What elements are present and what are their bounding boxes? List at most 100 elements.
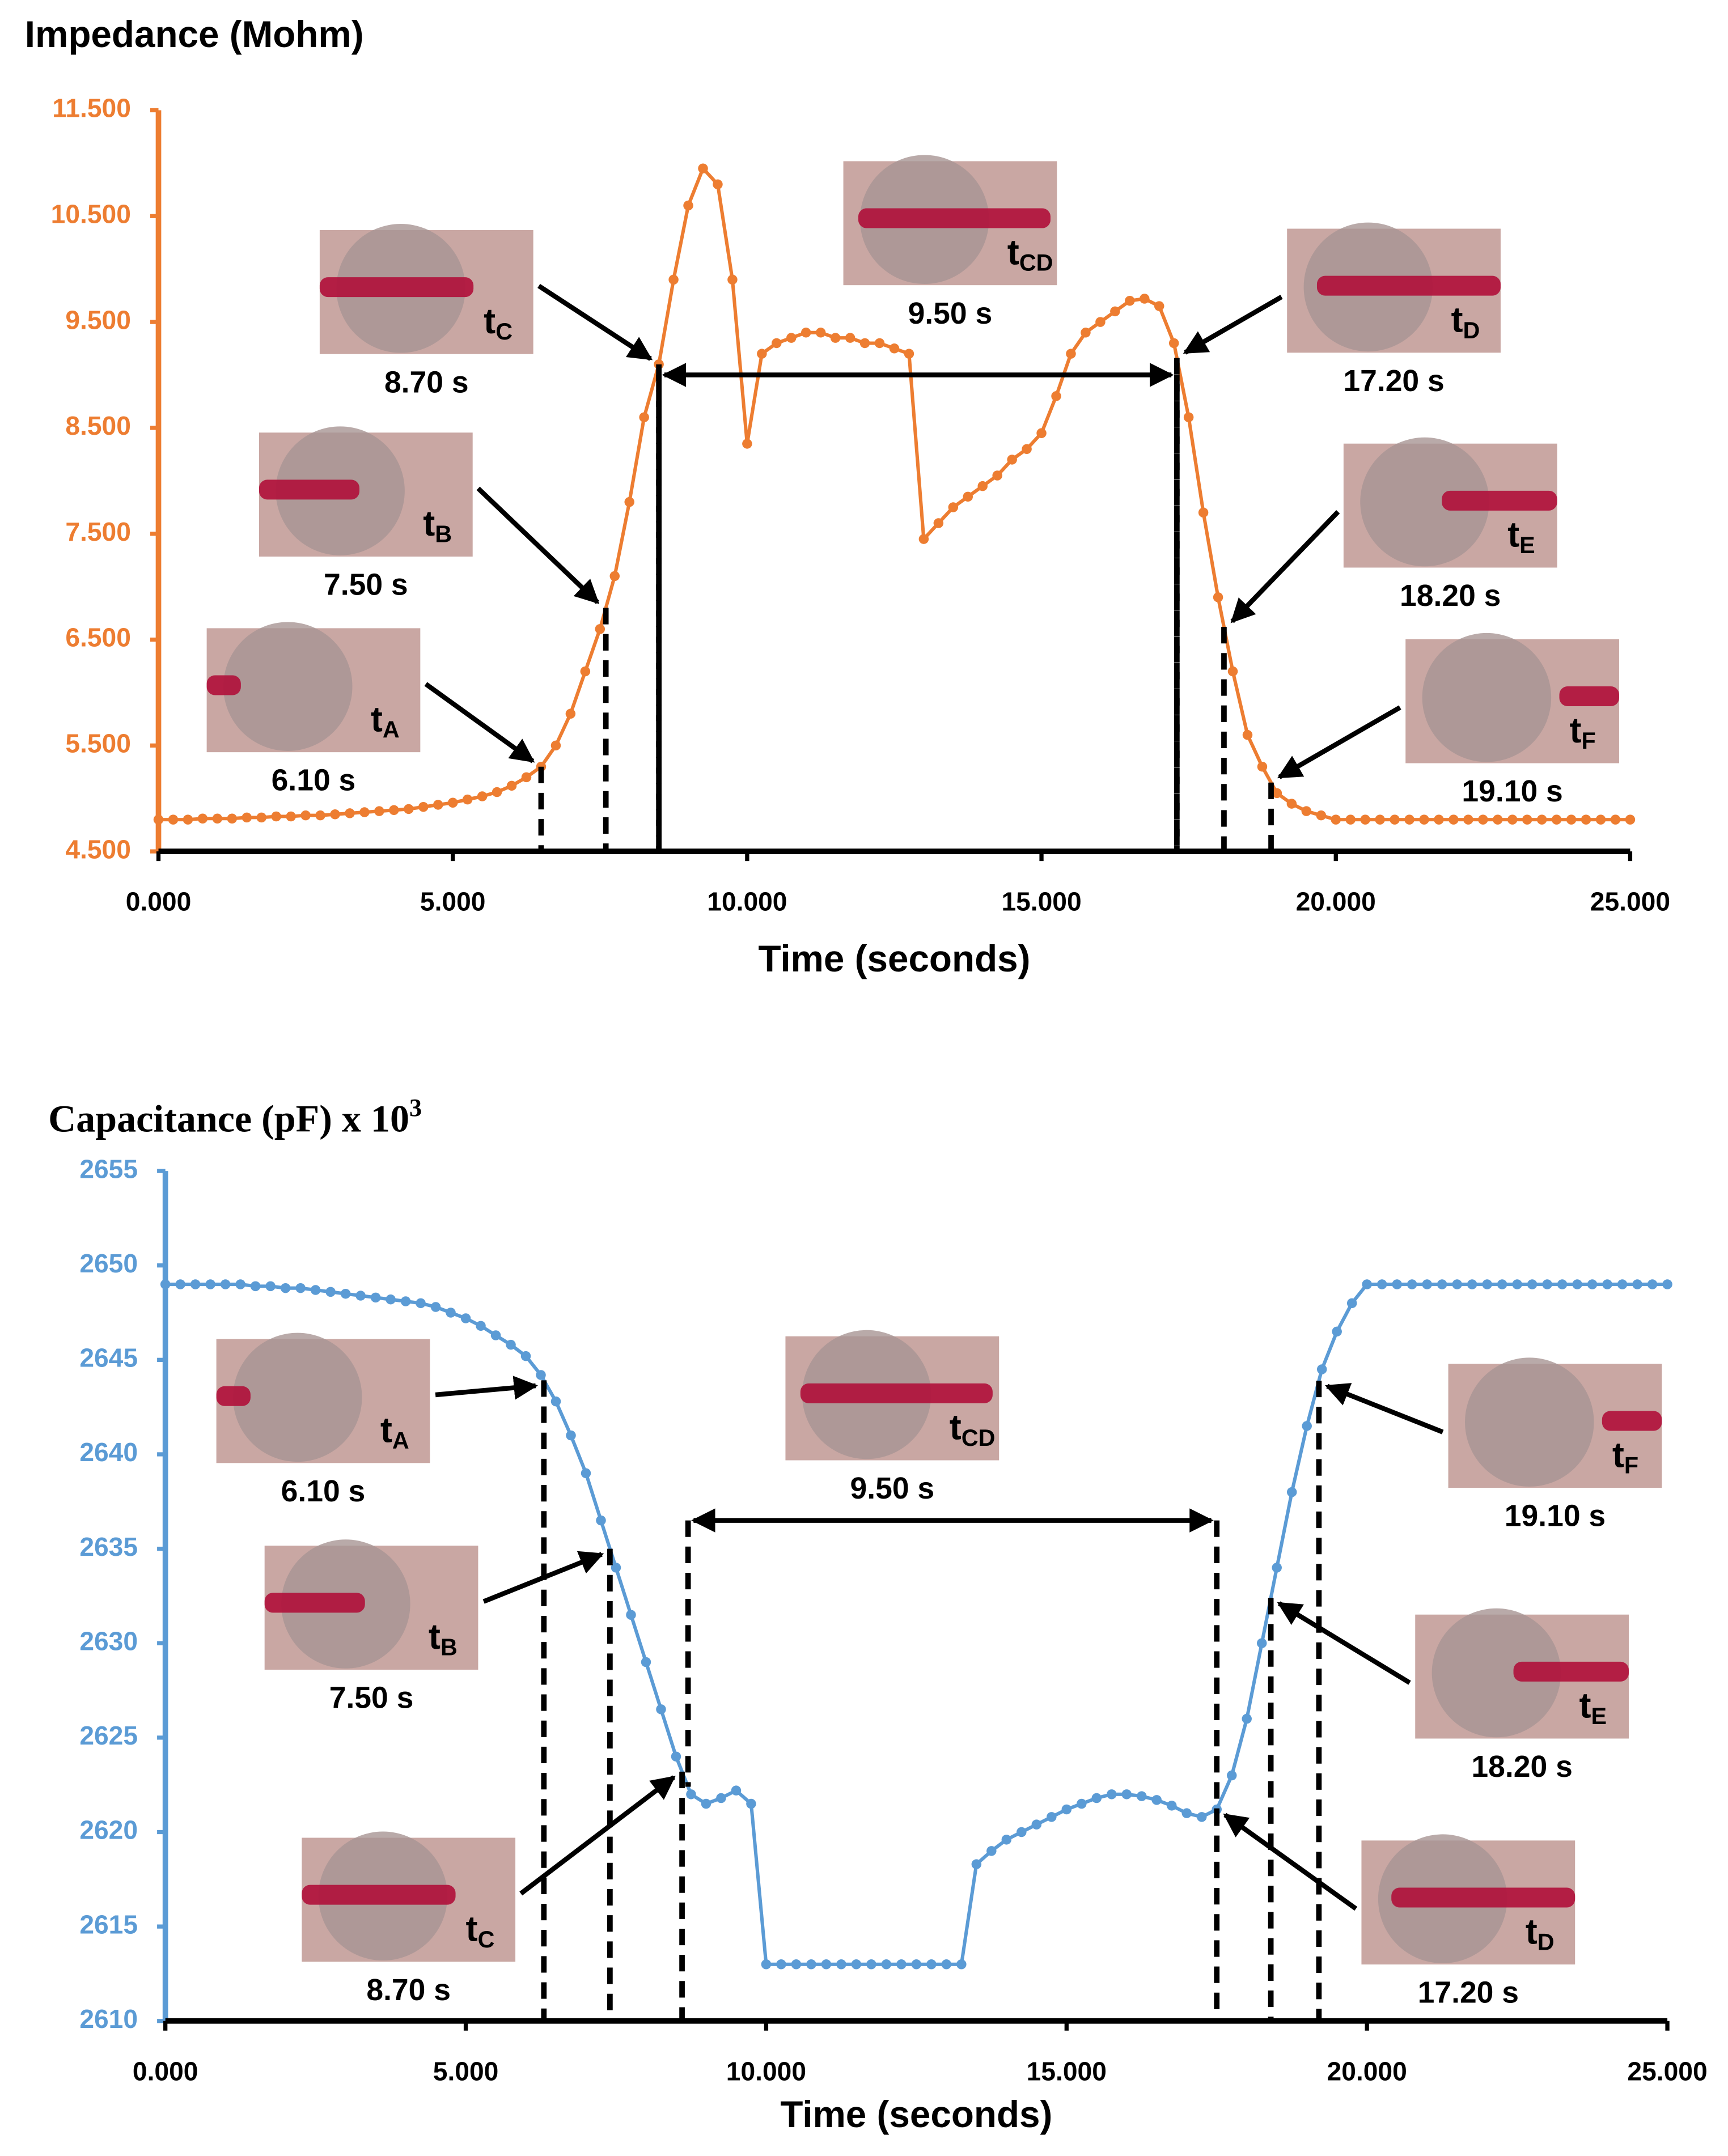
data-point [904,349,914,359]
annotation-label: 18.20 s [1471,1750,1572,1784]
data-point [205,1279,215,1289]
data-point [1227,666,1238,677]
data-point [698,163,708,173]
annotation-subscript: C [495,319,513,345]
data-point [566,1430,576,1441]
snapshot [319,224,533,354]
snapshot [302,1831,516,1962]
x-axis-label: Time (seconds) [780,2094,1052,2135]
annotation-arrow [1230,510,1340,623]
data-point [881,1959,892,1970]
data-point [1602,1279,1612,1289]
data-point [168,814,179,825]
annotation-label: 6.10 s [281,1475,366,1508]
annotation-label: 17.20 s [1418,1976,1519,2010]
y-tick-label: 4.500 [65,834,131,864]
data-point [446,1308,456,1318]
snapshot-channel [1602,1411,1662,1431]
data-point [786,333,797,343]
data-point [359,807,370,817]
data-point [671,1751,681,1762]
data-point [791,1959,802,1970]
data-point [1404,814,1414,825]
data-point [386,1294,396,1305]
y-tick-label: 2615 [79,1909,138,1939]
annotation-label: 19.10 s [1462,775,1562,808]
data-point [1346,1298,1357,1309]
data-point [1007,455,1017,465]
data-point [477,791,488,801]
data-point [1632,1279,1642,1289]
data-point [1001,1835,1012,1845]
data-point [1452,1279,1462,1289]
snapshot-channel [1316,275,1501,296]
snapshot-channel [206,675,241,695]
data-point [1151,1795,1162,1805]
data-point [926,1959,937,1970]
data-point [1542,1279,1552,1289]
data-point [1022,444,1032,455]
data-point [220,1279,231,1289]
data-point [1302,1421,1312,1431]
data-point [370,1292,381,1303]
data-point [227,813,238,824]
data-point [1512,1279,1522,1289]
data-point [1140,294,1150,304]
data-point [506,1339,516,1350]
data-point [520,1351,531,1361]
data-point [626,1610,636,1620]
chart-title: Capacitance (pF) x 103 [48,1094,422,1140]
x-tick-label: 10.000 [707,887,787,916]
data-point [1110,306,1120,317]
data-point [460,1313,471,1323]
data-point [1610,814,1621,825]
data-point [1449,814,1459,825]
snapshot-channel [858,208,1051,228]
snapshot [206,622,421,753]
annotation-subscript: E [1519,532,1535,558]
data-point [1557,1279,1568,1289]
data-point [1272,788,1282,799]
data-point [806,1959,816,1970]
data-point [345,808,355,818]
y-tick-label: 2635 [79,1532,138,1561]
data-point [433,800,443,810]
snapshot-disc [1431,1608,1561,1738]
data-point [731,1785,742,1796]
snapshot [785,1330,999,1461]
snapshot-channel [1391,1887,1575,1908]
data-point [742,439,752,449]
y-tick-label: 2645 [79,1343,138,1373]
annotation-label: 8.70 s [366,1973,451,2007]
data-point [1183,412,1194,422]
data-point [1017,1827,1027,1837]
data-point [1581,814,1591,825]
data-point [1467,1279,1477,1289]
data-point [565,708,576,719]
data-point [235,1279,245,1289]
data-point [956,1959,967,1970]
annotation-subscript: D [1463,317,1480,343]
data-point [265,1281,276,1292]
data-point [1482,1279,1492,1289]
data-point [190,1279,201,1289]
data-point [1154,301,1164,311]
annotation-subscript: A [383,717,400,743]
data-point [355,1291,366,1301]
snapshot [259,426,473,557]
data-point [1493,814,1503,825]
data-point [280,1283,291,1293]
data-point [1345,814,1356,825]
data-point [1390,814,1400,825]
annotation-label: 6.10 s [272,764,356,797]
x-tick-label: 0.000 [133,2056,198,2086]
data-point [683,200,693,211]
y-tick-label: 2610 [79,2004,138,2034]
data-point [948,502,959,512]
data-point [1437,1279,1447,1289]
x-tick-label: 15.000 [1001,887,1081,916]
snapshot-disc [1464,1357,1594,1487]
data-point [430,1302,441,1312]
snapshot-disc [223,622,353,751]
data-point [933,518,944,528]
